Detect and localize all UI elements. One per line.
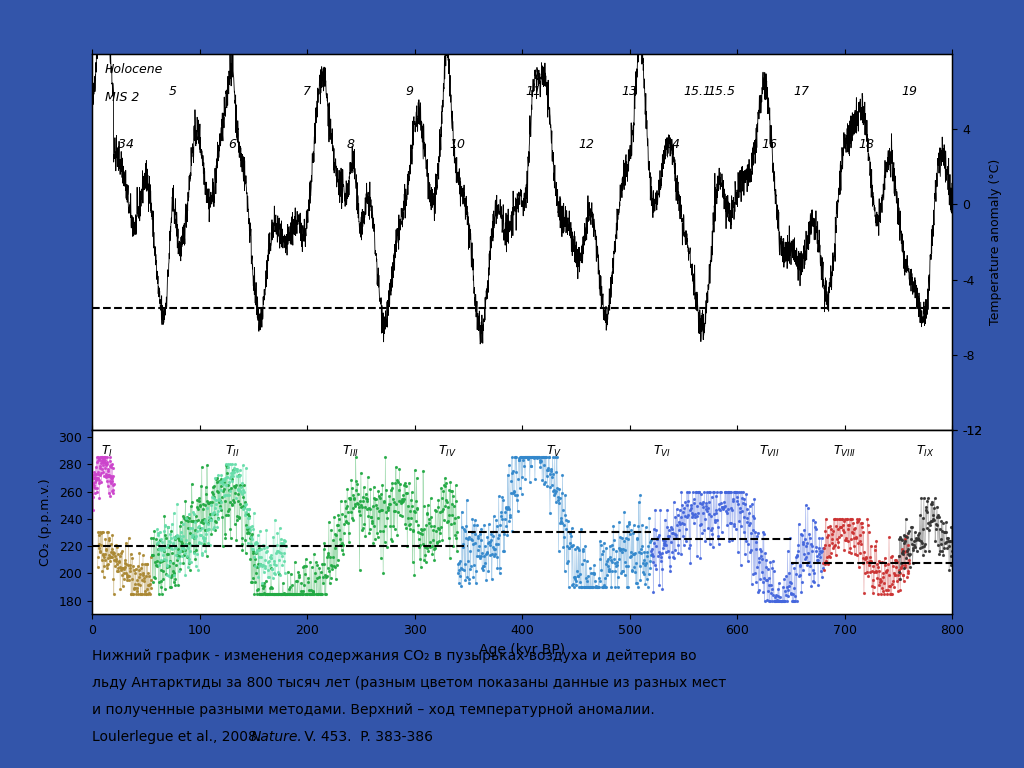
Text: 15.5: 15.5 <box>708 85 735 98</box>
Text: 14: 14 <box>665 137 681 151</box>
X-axis label: Age (kyr BP): Age (kyr BP) <box>479 643 565 657</box>
Text: $T_V$: $T_V$ <box>547 444 562 458</box>
Text: Нижний график - изменения содержания CO₂ в пузырьках воздуха и дейтерия во: Нижний график - изменения содержания CO₂… <box>92 649 696 663</box>
Text: $T_{VI}$: $T_{VI}$ <box>653 444 671 458</box>
Text: 5: 5 <box>169 85 177 98</box>
Text: V. 453.  P. 383-386: V. 453. P. 383-386 <box>300 730 433 743</box>
Text: 10: 10 <box>450 137 466 151</box>
Text: $T_I$: $T_I$ <box>101 444 114 458</box>
Text: 8: 8 <box>346 137 354 151</box>
Text: и полученные разными методами. Верхний – ход температурной аномалии.: и полученные разными методами. Верхний –… <box>92 703 655 717</box>
Text: $T_{III}$: $T_{III}$ <box>342 444 358 458</box>
Text: $T_{II}$: $T_{II}$ <box>224 444 240 458</box>
Text: 4: 4 <box>126 137 134 151</box>
Text: 11: 11 <box>525 85 541 98</box>
Text: Loulerlegue et al., 2008.: Loulerlegue et al., 2008. <box>92 730 266 743</box>
Text: Nature.: Nature. <box>251 730 303 743</box>
Text: 3: 3 <box>118 137 126 151</box>
Text: $T_{IV}$: $T_{IV}$ <box>437 444 457 458</box>
Text: 13: 13 <box>622 85 638 98</box>
Text: 7: 7 <box>303 85 311 98</box>
Text: $T_{IX}$: $T_{IX}$ <box>916 444 935 458</box>
Y-axis label: CO₂ (p.p.m.v.): CO₂ (p.p.m.v.) <box>39 478 51 566</box>
Text: 16: 16 <box>762 137 777 151</box>
Text: 6: 6 <box>228 137 236 151</box>
Text: 17: 17 <box>794 85 810 98</box>
Text: 18: 18 <box>858 137 874 151</box>
Text: $T_{VII}$: $T_{VII}$ <box>759 444 780 458</box>
Text: 9: 9 <box>406 85 414 98</box>
Text: 12: 12 <box>579 137 595 151</box>
Text: льду Антарктиды за 800 тысяч лет (разным цветом показаны данные из разных мест: льду Антарктиды за 800 тысяч лет (разным… <box>92 676 726 690</box>
Text: MIS 2: MIS 2 <box>105 91 139 104</box>
Y-axis label: Temperature anomaly (°C): Temperature anomaly (°C) <box>989 159 1002 325</box>
Text: Holocene: Holocene <box>105 62 164 75</box>
Text: 19: 19 <box>901 85 918 98</box>
Text: $T_{VIII}$: $T_{VIII}$ <box>834 444 856 458</box>
Text: 15.1: 15.1 <box>683 85 712 98</box>
